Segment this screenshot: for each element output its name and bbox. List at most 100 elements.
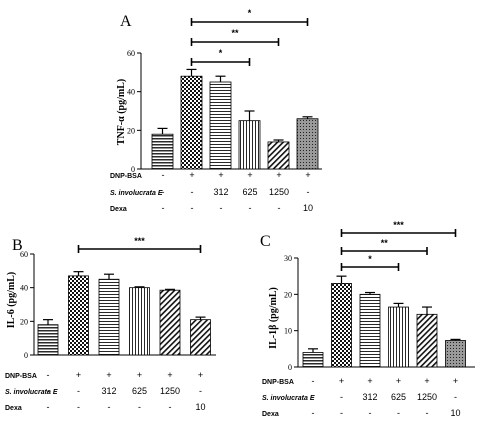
panel-a-y-tick-label: 60 [127, 49, 135, 58]
panel-b-bar [98, 278, 120, 356]
panel-b-treatment-value: 312 [101, 386, 116, 396]
panel-c-significance-label: * [368, 254, 372, 264]
panel-b-bar [129, 287, 150, 356]
panel-b-treatment-value: + [167, 370, 172, 380]
panel-c-bars: ****** [302, 220, 466, 368]
panel-b-treatments: DNP-BSA - + + + + +S. involucrata E- -312 625 125… [5, 370, 206, 412]
panel-b-y-tick-label: 20 [20, 317, 28, 326]
panel-b-bars: *** [37, 236, 211, 356]
panel-a-significance-label: * [219, 48, 223, 58]
panel-a-treatment-value: 312 [213, 187, 228, 197]
panel-c-treatment-value: - [312, 376, 315, 386]
panel-c-treatment-value: - [340, 408, 343, 418]
panel-c-significance-label: ** [381, 238, 389, 248]
panel-c-treatment-label: DNP-BSA [262, 379, 294, 386]
panel-c-y-axis-label: IL-1β (pg/mL) [268, 287, 279, 349]
panel-c-letter: C [260, 233, 271, 250]
panel-a-treatment-value: - [278, 203, 281, 213]
panel-b-treatment-value: - [108, 402, 111, 412]
panel-c-treatments: DNP-BSA - + + + + +S. involucrata E- -312 625 125… [262, 376, 461, 418]
panel-a-bar [267, 141, 290, 170]
panel-c-treatment-value: - [397, 408, 400, 418]
panel-a-treatments: DNP-BSA - + + + + +S. involucrata E- -312 625 125… [110, 170, 313, 213]
panel-b-treatment-value: + [106, 370, 111, 380]
panel-c-bar [388, 306, 409, 368]
panel-c-treatment-value: 312 [362, 392, 377, 402]
panel-a-bar [151, 133, 174, 170]
panel-c-treatment-value: + [453, 376, 458, 386]
panel-b-bar [37, 324, 59, 356]
panel-b-bar [159, 289, 181, 356]
panel-a-treatment-value: 10 [303, 203, 313, 213]
panel-a-treatment-value: 625 [242, 187, 257, 197]
panel-a-bar [180, 75, 203, 170]
panel-c-treatment-label: S. involucrata E [262, 395, 315, 402]
panel-a-treatment-value: - [162, 203, 165, 213]
panel-c-treatment-value: 10 [450, 408, 460, 418]
panel-b-bar [190, 319, 211, 356]
panel-b-treatment-value: + [76, 370, 81, 380]
panel-b-treatment-value: + [137, 370, 142, 380]
panel-a-treatment-value: - [191, 187, 194, 197]
panel-a-bar [238, 120, 261, 170]
panel-a-treatment-value: - [220, 203, 223, 213]
panel-b-treatment-value: - [199, 386, 202, 396]
panel-c-bar [359, 293, 381, 368]
panel-b-treatment-label: DNP-BSA [5, 373, 37, 380]
panel-a-y-tick-label: 0 [131, 165, 135, 174]
panel-a-treatment-value: - [191, 203, 194, 213]
panel-a-treatment-value: + [189, 170, 194, 180]
panel-b-treatment-value: - [47, 386, 50, 396]
panel-c-treatment-value: - [426, 408, 429, 418]
panel-c-significance-label: *** [393, 220, 404, 230]
panel-b-y-tick-label: 0 [24, 351, 28, 360]
panel-c-treatment-value: + [424, 376, 429, 386]
panel-c-bar [445, 340, 466, 368]
panel-a-treatment-label: S. involucrata E [110, 190, 163, 197]
panel-c-treatment-value: + [339, 376, 344, 386]
panel-a-letter: A [120, 13, 132, 30]
panel-c-treatment-value: - [312, 392, 315, 402]
panel-b-y-tick-label: 60 [20, 250, 28, 259]
panel-b-treatment-value: 10 [195, 402, 205, 412]
panel-a-treatment-label: DNP-BSA [110, 173, 142, 180]
panel-c-y-tick-label: 0 [288, 363, 292, 372]
panel-c-treatment-value: 1250 [417, 392, 437, 402]
panel-a-bar [296, 118, 319, 170]
panel-c-y-tick-label: 20 [284, 290, 292, 299]
panel-b-significance-label: *** [134, 236, 145, 246]
panel-a-treatment-value: - [162, 187, 165, 197]
panel-b-treatment-value: - [77, 386, 80, 396]
panel-a-treatment-value: - [249, 203, 252, 213]
panel-c-treatment-value: + [367, 376, 372, 386]
panel-c-y-tick-label: 10 [284, 327, 292, 336]
panel-c-y-tick-label: 30 [284, 254, 292, 263]
panel-b-y-axis-label: IL-6 (pg/mL) [6, 272, 17, 328]
panel-a-bars: **** [151, 8, 319, 170]
panel-b-bar [68, 275, 89, 356]
panel-c-treatment-value: - [454, 392, 457, 402]
panel-b: B IL-6 (pg/mL) 0 20 40 60 *** DNP-BSA - + + + + +… [5, 236, 216, 412]
panel-c-treatment-value: + [396, 376, 401, 386]
panel-a-treatment-value: + [247, 170, 252, 180]
panel-c-treatment-value: - [369, 408, 372, 418]
panel-b-treatment-label: Dexa [5, 405, 22, 412]
panel-a-treatment-value: + [276, 170, 281, 180]
panel-c-bar [302, 352, 324, 368]
panel-c-bar [416, 313, 438, 368]
panel-a-treatment-value: - [307, 187, 310, 197]
panel-c-treatment-label: Dexa [262, 411, 279, 418]
panel-a-treatment-value: + [305, 170, 310, 180]
panel-b-axes: 0 20 40 60 [20, 250, 216, 360]
panel-b-treatment-value: 625 [132, 386, 147, 396]
panel-c-treatment-value: - [340, 392, 343, 402]
panel-a-y-tick-label: 20 [127, 126, 135, 135]
panel-a-treatment-label: Dexa [110, 206, 127, 213]
panel-b-y-tick-label: 40 [20, 284, 28, 293]
panel-a-significance-label: ** [231, 28, 239, 38]
panel-b-treatment-value: - [47, 370, 50, 380]
panel-c-treatment-value: - [312, 408, 315, 418]
